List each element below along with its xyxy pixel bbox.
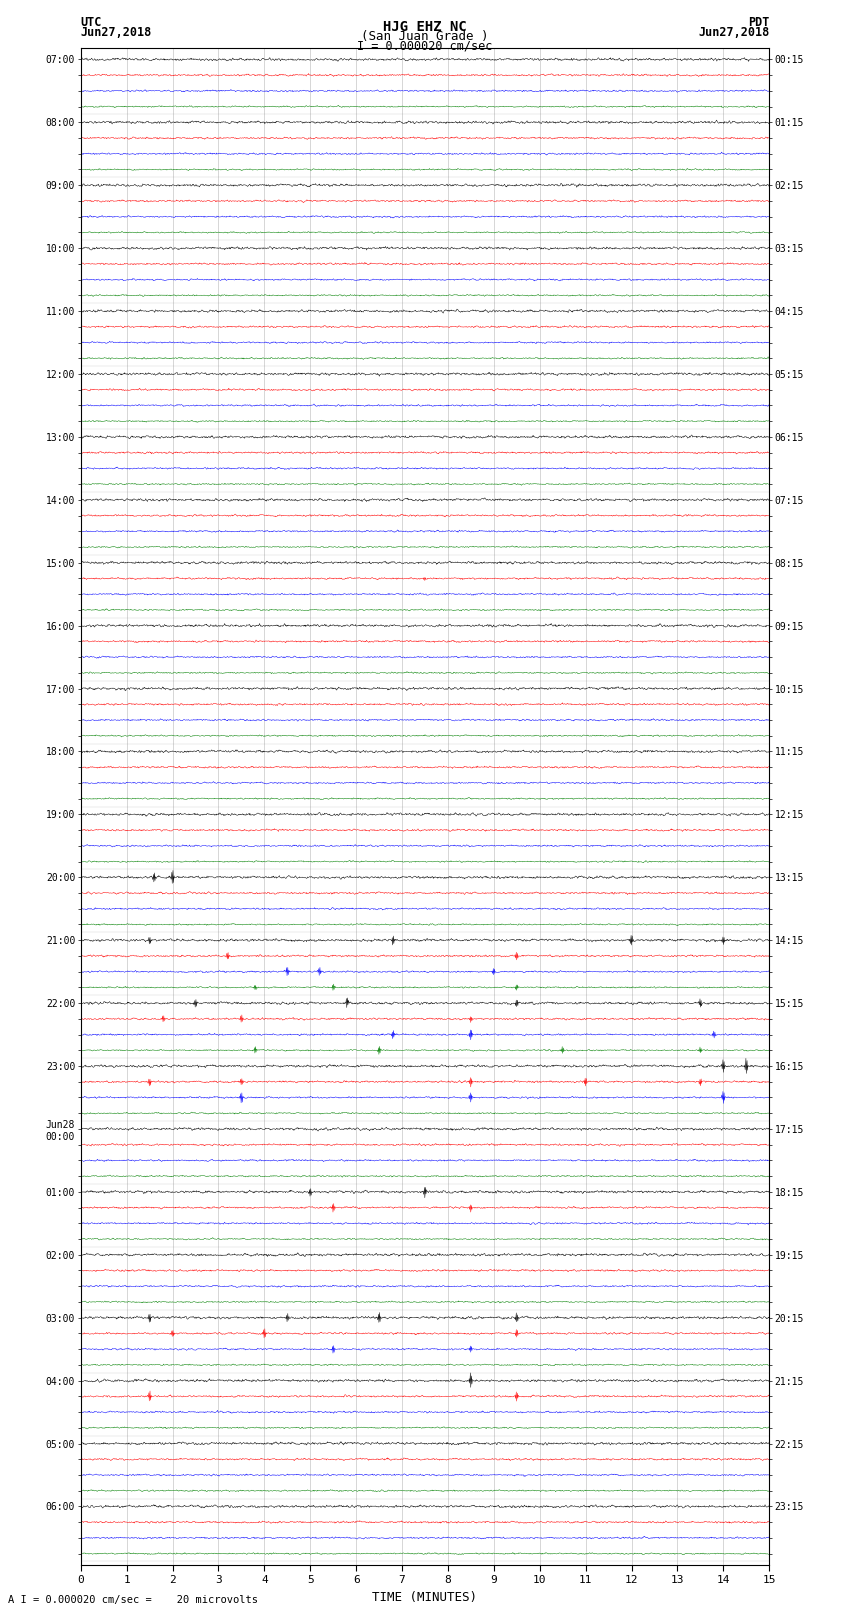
- Text: A I = 0.000020 cm/sec =    20 microvolts: A I = 0.000020 cm/sec = 20 microvolts: [8, 1595, 258, 1605]
- Text: (San Juan Grade ): (San Juan Grade ): [361, 31, 489, 44]
- Text: PDT: PDT: [748, 16, 769, 29]
- Text: Jun27,2018: Jun27,2018: [81, 26, 152, 39]
- Text: UTC: UTC: [81, 16, 102, 29]
- X-axis label: TIME (MINUTES): TIME (MINUTES): [372, 1590, 478, 1603]
- Text: I = 0.000020 cm/sec: I = 0.000020 cm/sec: [357, 39, 493, 53]
- Text: Jun27,2018: Jun27,2018: [698, 26, 769, 39]
- Text: HJG EHZ NC: HJG EHZ NC: [383, 19, 467, 34]
